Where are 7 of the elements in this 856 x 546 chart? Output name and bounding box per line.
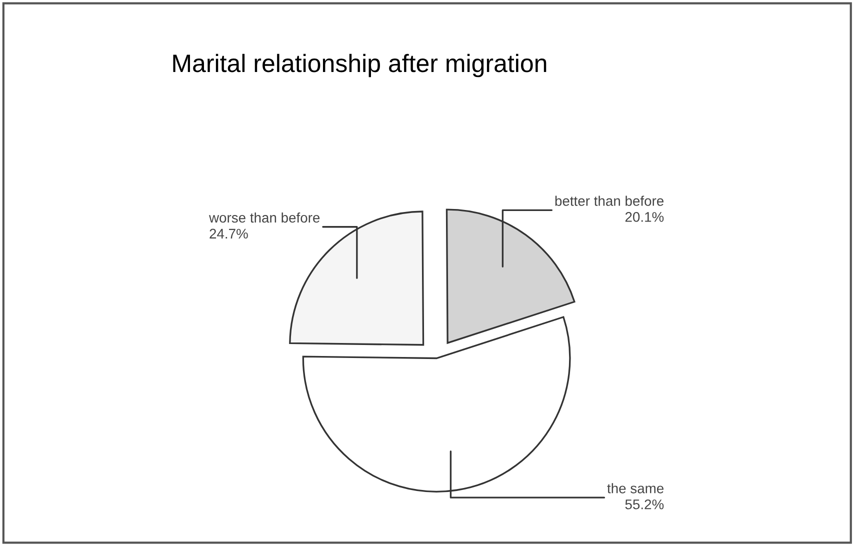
slice-label: the same [607,483,664,494]
data-label: 24.7% [210,228,248,239]
slice-label: worse than before [208,212,320,223]
chart-title: Marital relationship after migration [173,54,546,78]
data-label: 20.1% [625,212,664,222]
data-label: 55.2% [625,499,664,510]
slice-label: better than before [555,196,664,206]
